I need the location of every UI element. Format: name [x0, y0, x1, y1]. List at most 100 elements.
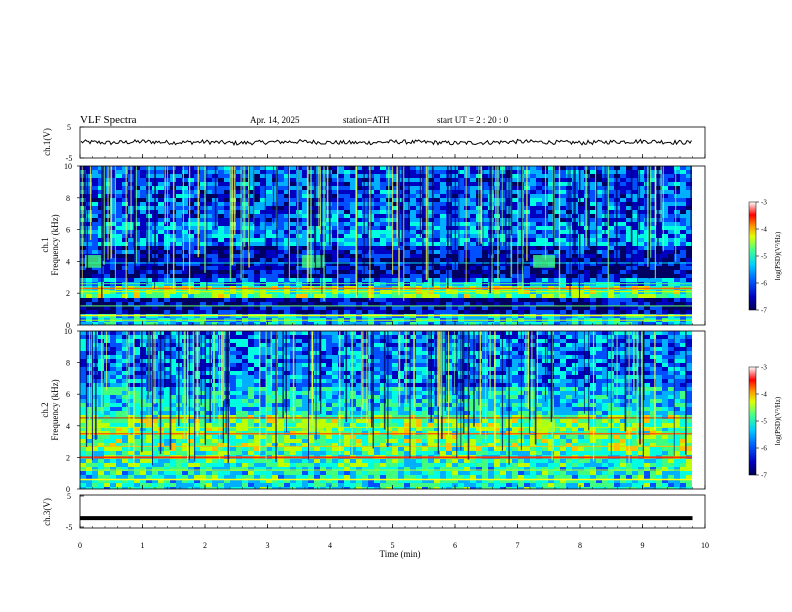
spectrogram-cell	[374, 218, 381, 223]
spectrogram-cell	[260, 190, 267, 195]
spectrogram-cell	[632, 222, 639, 227]
spectrogram-cell	[278, 214, 285, 219]
spectrogram-cell	[686, 331, 692, 336]
spectrogram-cell	[680, 298, 687, 303]
spectrogram-cell	[488, 314, 495, 319]
spectrogram-cell	[656, 258, 663, 263]
spectrogram-cell	[104, 351, 111, 356]
spectrogram-cell	[200, 202, 207, 207]
spectrogram-cell	[680, 314, 687, 319]
spectrogram-cell	[662, 306, 669, 311]
spectrogram-cell	[554, 343, 561, 348]
spectrogram-cell	[200, 343, 207, 348]
spectrogram-cell	[110, 238, 117, 243]
spectrogram-cell	[470, 170, 477, 175]
spectrogram-cell	[650, 246, 657, 251]
spectrogram-cell	[182, 314, 189, 319]
spectrogram-cell	[344, 355, 351, 360]
spectrogram-cell	[140, 351, 147, 356]
spectrogram-cell	[218, 230, 225, 235]
spectrogram-cell	[554, 294, 561, 299]
spectrogram-cell	[536, 234, 543, 239]
spectrogram-cell	[596, 178, 603, 183]
station-label: station=ATH	[343, 115, 390, 125]
spectrogram-cell	[272, 238, 279, 243]
spectrogram-cell	[80, 254, 87, 259]
spectrogram-cell	[548, 186, 555, 191]
spectrogram-cell	[476, 250, 483, 255]
spectrogram-cell	[296, 258, 303, 263]
spectrogram-cell	[656, 210, 663, 215]
spectrogram-cell	[686, 302, 692, 307]
spectrogram-cell	[446, 246, 453, 251]
spectrogram-cell	[692, 343, 699, 348]
spectrogram-cell	[560, 250, 567, 255]
spectrogram-cell	[356, 182, 363, 187]
spectrogram-cell	[176, 230, 183, 235]
spectrogram-cell	[482, 210, 489, 215]
spectrogram-cell	[338, 278, 345, 283]
spectrogram-cell	[236, 339, 243, 344]
spectrogram-cell	[194, 322, 201, 325]
spectrogram-cell	[158, 238, 165, 243]
spectrogram-cell	[416, 294, 423, 299]
spectrogram-cell	[362, 186, 369, 191]
spectrogram-cell	[674, 331, 681, 336]
spectrogram-cell	[650, 242, 657, 247]
spectrogram-cell	[272, 306, 279, 311]
spectrogram-cell	[404, 166, 411, 171]
spectrogram-cell	[620, 266, 627, 271]
spectrogram-cell	[668, 302, 675, 307]
spectrogram-cell	[422, 178, 429, 183]
spectrogram-cell	[170, 351, 177, 356]
spectrogram-cell	[320, 355, 327, 360]
spectrogram-cell	[392, 226, 399, 231]
spectrogram-cell	[644, 278, 651, 283]
spectrogram-cell	[272, 302, 279, 307]
spectrogram-cell	[458, 310, 465, 315]
spectrogram-cell	[686, 226, 692, 231]
spectrogram-cell	[122, 339, 129, 344]
spectrogram-cell	[674, 306, 681, 311]
spectrogram-cell	[296, 166, 303, 171]
spectrogram-cell	[500, 310, 507, 315]
ch1-spectrogram-ylabel-frequency: Frequency (kHz)	[50, 214, 60, 275]
spectrogram-cell	[374, 306, 381, 311]
spectrogram-cell	[608, 314, 615, 319]
spectrogram-cell	[188, 343, 195, 348]
spectrogram-cell	[248, 282, 255, 287]
spectrogram-cell	[638, 166, 645, 171]
spectrogram-cell	[380, 274, 387, 279]
spectrogram-cell	[272, 166, 279, 171]
spectrogram-cell	[314, 234, 321, 239]
spectrogram-cell	[392, 170, 399, 175]
spectrogram-cell	[470, 274, 477, 279]
spectrogram-cell	[632, 274, 639, 279]
spectrogram-cell	[680, 274, 687, 279]
spectrogram-cell	[338, 166, 345, 171]
spectrogram-cell	[398, 331, 405, 336]
spectrogram-cell	[290, 278, 297, 283]
spectrogram-cell	[110, 198, 117, 203]
spectrogram-cell	[80, 250, 87, 255]
spectrogram-cell	[680, 331, 687, 336]
spectrogram-cell	[638, 266, 645, 271]
spectrogram-cell	[230, 194, 237, 199]
spectrogram-cell	[350, 347, 357, 352]
spectrogram-sferic	[310, 166, 312, 297]
spectrogram-cell	[674, 214, 681, 219]
spectrogram-cell	[224, 186, 231, 191]
spectrogram-cell	[584, 234, 591, 239]
spectrogram-cell	[200, 331, 207, 336]
spectrogram-cell	[554, 218, 561, 223]
spectrogram-cell	[554, 290, 561, 295]
spectrogram-cell	[140, 230, 147, 235]
spectrogram-cell	[278, 274, 285, 279]
spectrogram-cell	[230, 234, 237, 239]
spectrogram-cell	[290, 254, 297, 259]
spectrogram-cell	[422, 310, 429, 315]
spectrogram-cell	[428, 198, 435, 203]
spectrogram-cell	[110, 343, 117, 348]
spectrogram-cell	[392, 250, 399, 255]
spectrogram-cell	[530, 222, 537, 227]
